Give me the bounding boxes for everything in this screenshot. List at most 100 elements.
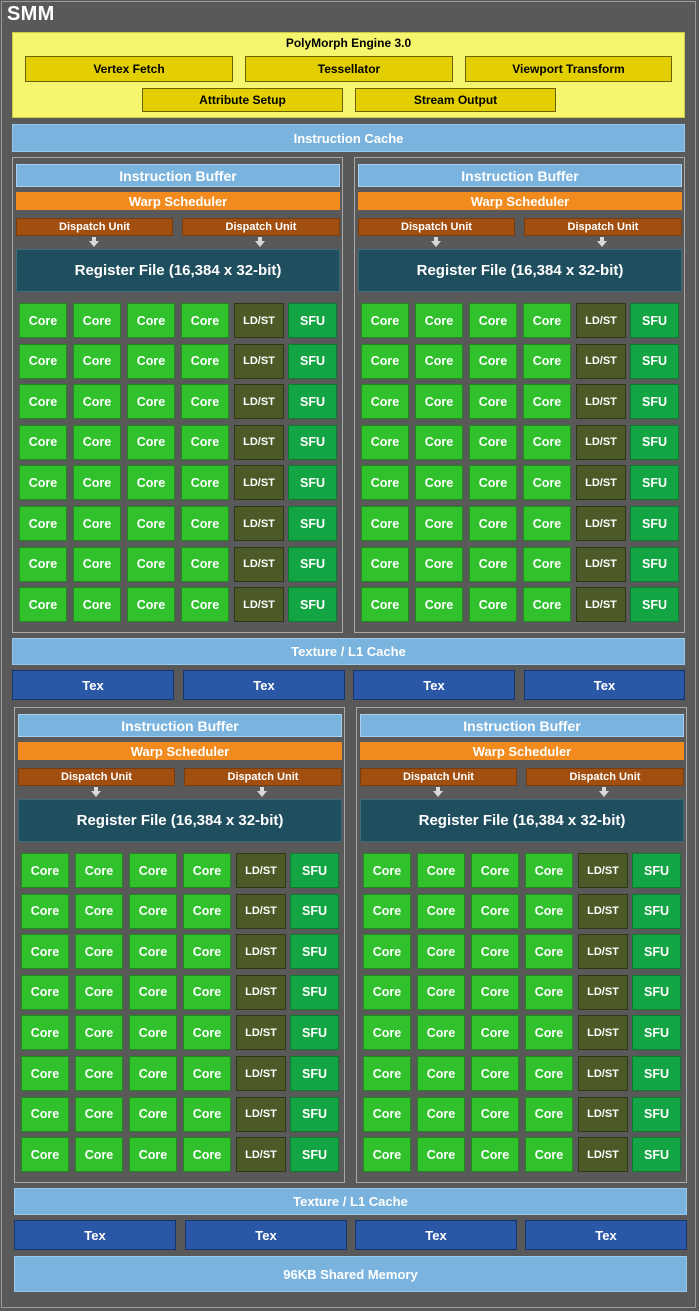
sfu-unit: SFU [632,1137,681,1173]
core: Core [127,587,175,623]
core: Core [525,853,573,888]
core: Core [19,343,67,379]
core: Core [181,303,229,338]
core: Core [127,546,175,582]
core: Core [19,506,67,541]
ld-st-unit: LD/ST [578,893,628,929]
core: Core [471,934,519,970]
ld-st-unit: LD/ST [236,1015,286,1051]
core: Core [127,424,175,460]
core: Core [415,343,463,379]
core: Core [363,1056,411,1091]
sfu-unit: SFU [630,303,679,338]
sfu-unit: SFU [630,506,679,541]
tex-unit: Tex [353,670,515,700]
core: Core [363,893,411,929]
core: Core [469,303,517,338]
core: Core [127,343,175,379]
dispatch-unit: Dispatch Unit [16,218,173,236]
core: Core [471,893,519,929]
ld-st-unit: LD/ST [236,853,286,888]
register-file: Register File (16,384 x 32-bit) [16,249,340,292]
ld-st-unit: LD/ST [234,303,284,338]
core: Core [415,465,463,501]
core: Core [415,546,463,582]
core: Core [183,893,231,929]
core: Core [181,424,229,460]
dispatch-arrow-icon [257,791,267,797]
sfu-unit: SFU [632,1056,681,1091]
ld-st-unit: LD/ST [234,546,284,582]
core: Core [471,853,519,888]
attribute-setup: Attribute Setup [142,88,343,112]
sfu-unit: SFU [632,934,681,970]
core: Core [415,384,463,420]
core: Core [75,1137,123,1173]
core: Core [417,853,465,888]
core: Core [21,893,69,929]
core: Core [523,424,571,460]
core: Core [363,1137,411,1173]
register-file: Register File (16,384 x 32-bit) [18,799,342,842]
dispatch-arrow-stem [92,237,96,241]
core: Core [181,546,229,582]
viewport-transform: Viewport Transform [465,56,672,82]
core: Core [127,303,175,338]
core: Core [469,465,517,501]
core: Core [523,546,571,582]
warp-scheduler: Warp Scheduler [18,742,342,760]
core: Core [75,1015,123,1051]
sfu-unit: SFU [288,546,337,582]
sm-partition [356,707,687,1183]
dispatch-arrow-icon [599,791,609,797]
sfu-unit: SFU [290,893,339,929]
ld-st-unit: LD/ST [236,974,286,1010]
dispatch-unit: Dispatch Unit [18,768,175,786]
core: Core [363,853,411,888]
sfu-unit: SFU [290,1056,339,1091]
sfu-unit: SFU [288,343,337,379]
dispatch-unit: Dispatch Unit [184,768,342,786]
core: Core [525,934,573,970]
ld-st-unit: LD/ST [234,343,284,379]
sfu-unit: SFU [630,424,679,460]
sfu-unit: SFU [288,384,337,420]
sfu-unit: SFU [288,506,337,541]
core: Core [75,974,123,1010]
core: Core [21,853,69,888]
core: Core [361,384,409,420]
core: Core [523,303,571,338]
core: Core [525,1056,573,1091]
core: Core [75,893,123,929]
core: Core [183,974,231,1010]
warp-scheduler: Warp Scheduler [16,192,340,210]
ld-st-unit: LD/ST [234,465,284,501]
core: Core [183,1137,231,1173]
core: Core [21,1096,69,1132]
core: Core [361,465,409,501]
sfu-unit: SFU [632,853,681,888]
instruction-buffer: Instruction Buffer [360,714,684,737]
sfu-unit: SFU [630,343,679,379]
core: Core [21,1137,69,1173]
sm-partition [14,707,345,1183]
tex-unit: Tex [525,1220,687,1250]
core: Core [471,974,519,1010]
register-file: Register File (16,384 x 32-bit) [358,249,682,292]
core: Core [127,465,175,501]
core: Core [361,343,409,379]
ld-st-unit: LD/ST [234,587,284,623]
core: Core [19,546,67,582]
core: Core [127,506,175,541]
core: Core [523,465,571,501]
core: Core [417,974,465,1010]
core: Core [73,546,121,582]
tex-unit: Tex [12,670,174,700]
sfu-unit: SFU [630,465,679,501]
core: Core [523,587,571,623]
ld-st-unit: LD/ST [236,1056,286,1091]
warp-scheduler: Warp Scheduler [360,742,684,760]
dispatch-arrow-icon [91,791,101,797]
ld-st-unit: LD/ST [576,546,626,582]
core: Core [417,1096,465,1132]
